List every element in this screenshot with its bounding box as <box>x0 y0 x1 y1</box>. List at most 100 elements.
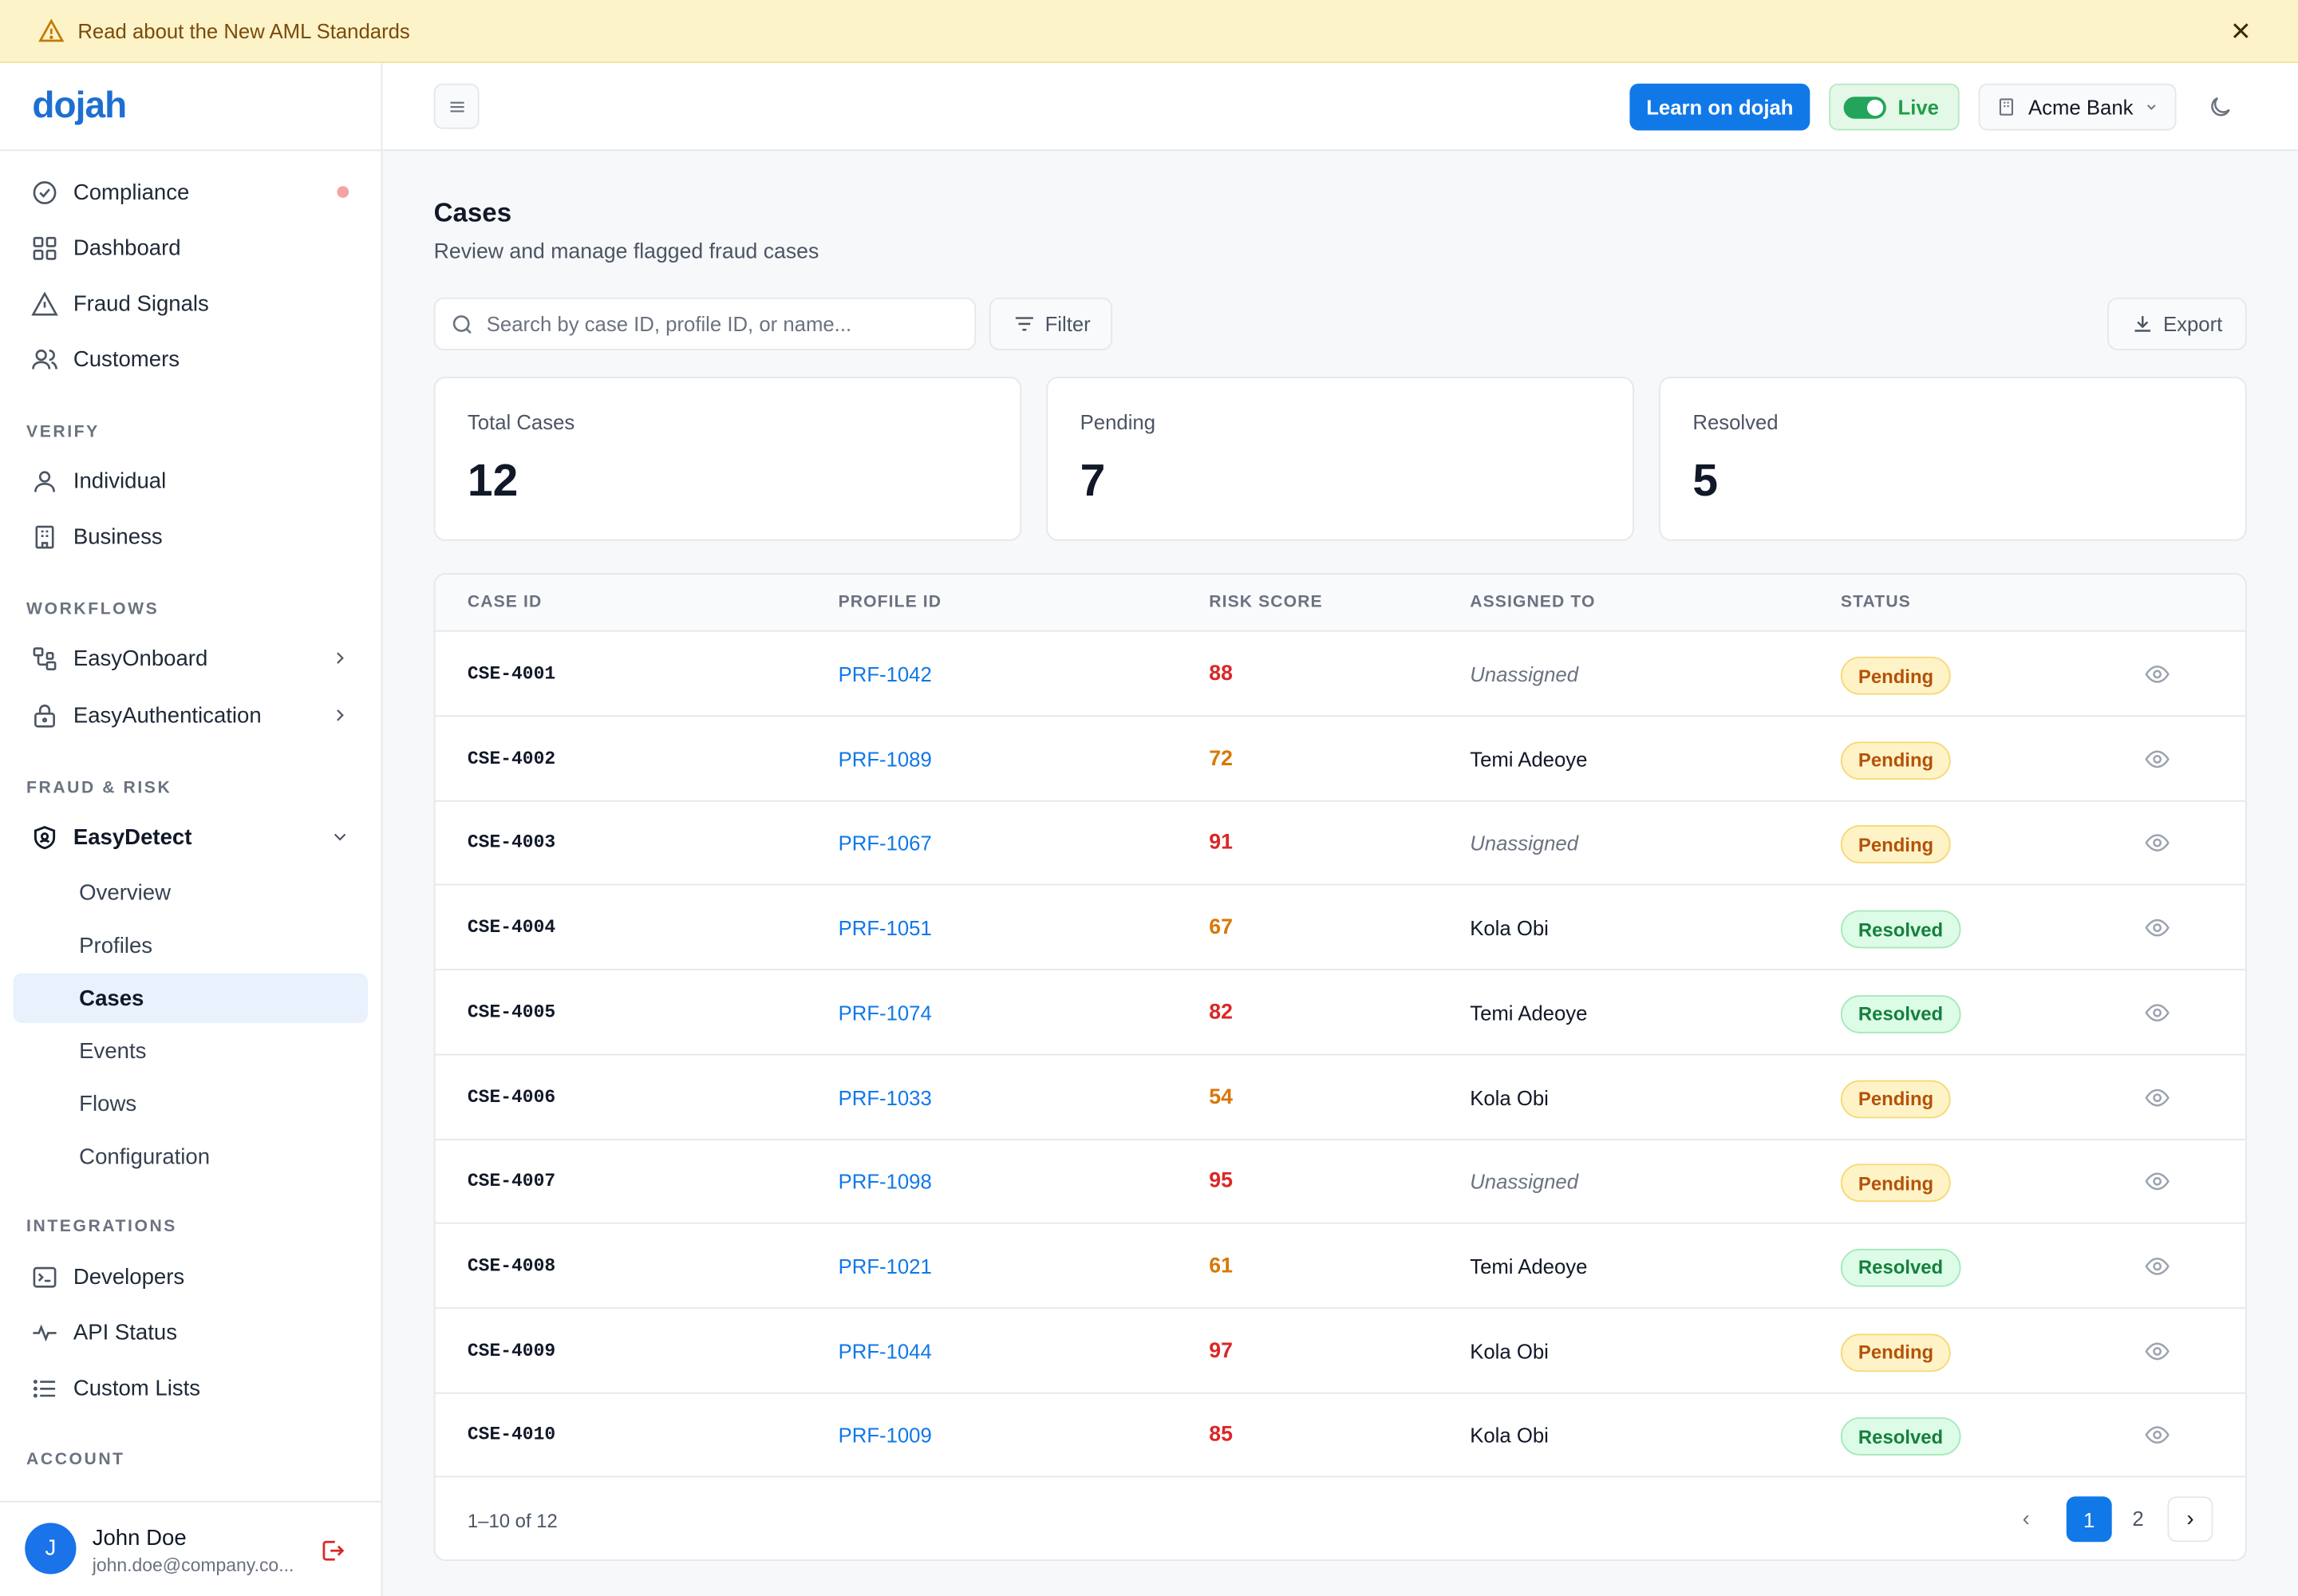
profile-id-link[interactable]: PRF-1044 <box>838 1338 932 1363</box>
status-badge: Resolved <box>1840 1417 1961 1456</box>
export-button[interactable]: Export <box>2107 297 2247 350</box>
sidebar-item-label: Dashboard <box>73 235 181 261</box>
table-row[interactable]: CSE-4006 PRF-1033 54 Kola Obi Pending <box>435 1055 2245 1140</box>
view-eye-icon[interactable] <box>2144 1084 2170 1110</box>
sidebar-item-label: Individual <box>73 468 167 494</box>
sidebar-item-individual[interactable]: Individual <box>14 454 368 507</box>
live-mode-toggle[interactable]: Live <box>1829 83 1960 131</box>
sidebar-item-label: EasyDetect <box>73 824 192 850</box>
sidebar-item-easyauthentication[interactable]: EasyAuthentication <box>14 689 368 741</box>
download-icon <box>2134 316 2151 332</box>
view-eye-icon[interactable] <box>2144 745 2170 772</box>
profile-id-link[interactable]: PRF-1051 <box>838 916 932 940</box>
case-id: CSE-4005 <box>467 1001 556 1023</box>
sidebar-subitem-flows[interactable]: Flows <box>79 1091 137 1116</box>
sidebar-item-fraud-signals[interactable]: Fraud Signals <box>14 277 368 330</box>
stat-card-total: Total Cases 12 <box>433 377 1022 541</box>
profile-id-link[interactable]: PRF-1067 <box>838 832 932 855</box>
sidebar-item-business[interactable]: Business <box>14 510 368 563</box>
sidebar-subitem-overview[interactable]: Overview <box>79 879 172 906</box>
top-header: Learn on dojah Live Acme Bank <box>382 62 2298 152</box>
table-row[interactable]: CSE-4008 PRF-1021 61 Temi Adeoye Resolved <box>435 1223 2245 1309</box>
menu-toggle-button[interactable] <box>433 83 480 129</box>
chevron-right-icon <box>337 709 344 721</box>
table-row[interactable]: CSE-4002 PRF-1089 72 Temi Adeoye Pending <box>435 717 2245 802</box>
sidebar-subitem-cases[interactable]: Cases <box>13 973 369 1024</box>
close-icon[interactable] <box>2228 18 2254 44</box>
moon-icon[interactable] <box>2207 94 2233 120</box>
org-switcher[interactable]: Acme Bank <box>1978 83 2177 131</box>
user-profile[interactable]: J John Doe john.doe@company.co... <box>0 1500 381 1596</box>
sidebar-item-customers[interactable]: Customers <box>14 333 368 385</box>
section-label-integrations: INTEGRATIONS <box>26 1218 177 1236</box>
dojah-logo[interactable]: dojah <box>32 85 127 126</box>
hamburger-icon <box>449 101 464 112</box>
status-badge: Pending <box>1840 1079 1952 1118</box>
page-subtitle: Review and manage flagged fraud cases <box>433 240 819 264</box>
sidebar-item-compliance[interactable]: Compliance <box>14 166 368 219</box>
user-email: john.doe@company.co... <box>92 1555 294 1576</box>
live-label: Live <box>1897 95 1939 119</box>
sidebar-subitem-profiles[interactable]: Profiles <box>79 933 153 958</box>
view-eye-icon[interactable] <box>2144 1422 2170 1448</box>
profile-id-link[interactable]: PRF-1021 <box>838 1254 932 1278</box>
status-badge: Pending <box>1840 825 1952 864</box>
sidebar-item-label: Developers <box>73 1264 185 1290</box>
view-eye-icon[interactable] <box>2144 1337 2170 1364</box>
sidebar-subitem-events[interactable]: Events <box>79 1038 147 1064</box>
sidebar-item-easyonboard[interactable]: EasyOnboard <box>14 632 368 685</box>
pagination-prev-button[interactable]: ‹ <box>2022 1507 2030 1532</box>
risk-score: 82 <box>1209 1001 1233 1025</box>
toggle-switch <box>1843 96 1886 118</box>
table-row[interactable]: CSE-4009 PRF-1044 97 Kola Obi Pending <box>435 1308 2245 1393</box>
risk-score: 61 <box>1209 1254 1233 1278</box>
profile-id-link[interactable]: PRF-1033 <box>838 1085 932 1109</box>
profile-id-link[interactable]: PRF-1042 <box>838 662 932 686</box>
table-row[interactable]: CSE-4001 PRF-1042 88 Unassigned Pending <box>435 632 2245 717</box>
view-eye-icon[interactable] <box>2144 661 2170 687</box>
building-icon <box>1999 98 2014 116</box>
table-row[interactable]: CSE-4005 PRF-1074 82 Temi Adeoye Resolved <box>435 970 2245 1056</box>
stat-value: 7 <box>1080 454 1106 506</box>
logout-icon[interactable] <box>319 1538 345 1564</box>
assignee: Kola Obi <box>1470 1085 1549 1109</box>
sidebar-item-dashboard[interactable]: Dashboard <box>14 221 368 274</box>
sidebar-item-api-status[interactable]: API Status <box>14 1306 368 1358</box>
table-row[interactable]: CSE-4007 PRF-1098 95 Unassigned Pending <box>435 1139 2245 1224</box>
chevron-right-icon <box>337 652 344 664</box>
view-eye-icon[interactable] <box>2144 1253 2170 1279</box>
sidebar-item-label: Fraud Signals <box>73 290 209 316</box>
stat-value: 12 <box>467 454 519 506</box>
assignee: Unassigned <box>1470 832 1579 855</box>
case-id: CSE-4001 <box>467 664 556 685</box>
search-input[interactable] <box>486 312 956 336</box>
sidebar-item-easydetect[interactable]: EasyDetect <box>14 811 368 863</box>
sidebar-item-label: Custom Lists <box>73 1375 201 1400</box>
profile-id-link[interactable]: PRF-1089 <box>838 747 932 771</box>
view-eye-icon[interactable] <box>2144 1168 2170 1195</box>
sidebar-subitem-configuration[interactable]: Configuration <box>79 1144 211 1169</box>
profile-id-link[interactable]: PRF-1009 <box>838 1423 932 1448</box>
sidebar-item-custom-lists[interactable]: Custom Lists <box>14 1361 368 1414</box>
table-row[interactable]: CSE-4004 PRF-1051 67 Kola Obi Resolved <box>435 886 2245 971</box>
banner-link[interactable]: Read about the New AML Standards <box>77 18 410 43</box>
case-id: CSE-4010 <box>467 1424 556 1446</box>
table-row[interactable]: CSE-4003 PRF-1067 91 Unassigned Pending <box>435 801 2245 887</box>
learn-on-dojah-button[interactable]: Learn on dojah <box>1629 83 1810 131</box>
filter-button[interactable]: Filter <box>989 297 1113 350</box>
profile-id-link[interactable]: PRF-1074 <box>838 1001 932 1025</box>
pagination-page-2[interactable]: 2 <box>2132 1507 2144 1531</box>
search-icon <box>452 314 472 334</box>
profile-id-link[interactable]: PRF-1098 <box>838 1170 932 1194</box>
sidebar-item-developers[interactable]: Developers <box>14 1250 368 1303</box>
view-eye-icon[interactable] <box>2144 830 2170 856</box>
pagination-range: 1–10 of 12 <box>467 1509 558 1532</box>
view-eye-icon[interactable] <box>2144 999 2170 1025</box>
status-badge: Pending <box>1840 656 1952 695</box>
table-row[interactable]: CSE-4010 PRF-1009 85 Kola Obi Resolved <box>435 1393 2245 1478</box>
pagination-next-button[interactable]: › <box>2167 1496 2213 1543</box>
shield-icon <box>31 823 59 851</box>
filter-icon <box>1015 317 1033 331</box>
pagination-page-1[interactable]: 1 <box>2066 1496 2112 1543</box>
view-eye-icon[interactable] <box>2144 915 2170 941</box>
